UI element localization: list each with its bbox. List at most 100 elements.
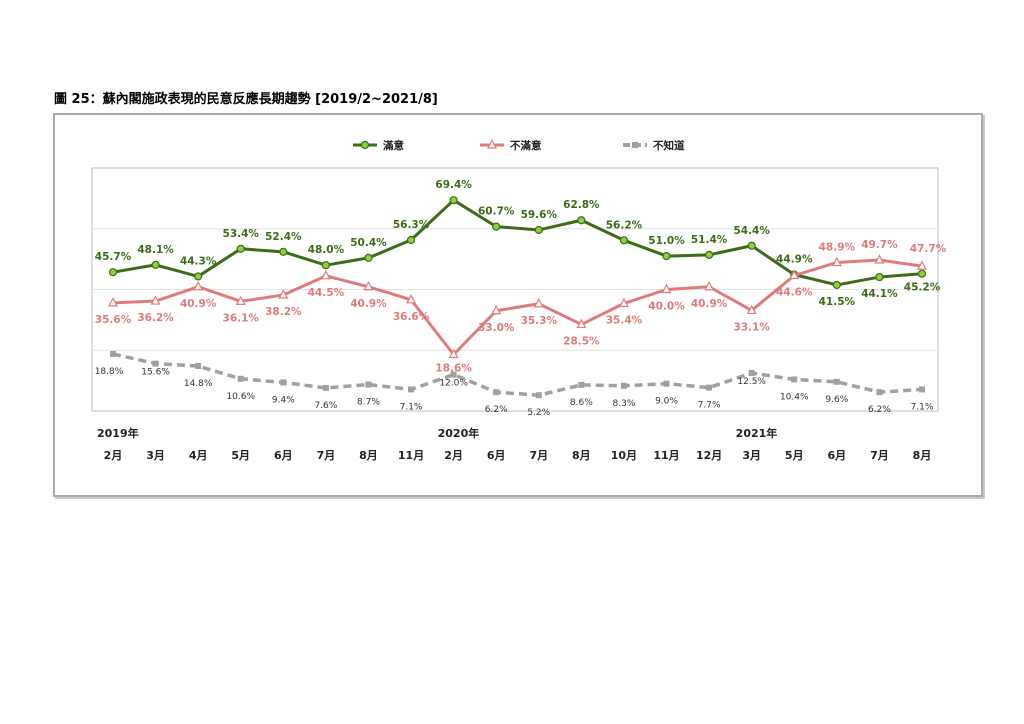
x-tick-label: 7月 [317,449,336,462]
data-label: 40.9% [350,298,387,310]
data-label: 44.5% [308,287,345,299]
data-label: 18.6% [435,363,472,375]
data-label: 40.0% [648,301,685,313]
figure-title: 圖 25：蘇內閣施政表現的民意反應長期趨勢 [2019/2~2021/8] [54,92,438,107]
data-point [789,269,800,280]
series-line-2 [112,352,923,397]
data-point [833,378,840,385]
data-point [364,253,373,263]
data-point [279,247,288,256]
x-tick-label: 3月 [742,449,761,462]
data-point [193,280,204,291]
data-point [748,370,755,377]
data-label: 9.0% [655,397,678,407]
data-point [321,261,330,270]
data-label: 10.4% [780,392,809,402]
data-point [663,380,670,387]
data-point [535,392,542,399]
data-label: 40.9% [691,298,728,310]
data-label: 59.6% [521,209,558,221]
data-label: 6.2% [485,405,508,415]
x-tick-label: 11月 [653,449,679,462]
data-label: 15.6% [141,368,170,378]
data-point [408,386,415,393]
data-label: 69.4% [435,179,472,191]
data-point [363,280,374,291]
data-label: 44.6% [776,287,813,299]
data-point [705,250,714,259]
data-point [448,348,459,359]
data-point [704,280,715,291]
data-label: 9.4% [272,395,295,405]
data-label: 35.6% [95,314,132,326]
x-tick-label: 7月 [870,449,889,462]
data-point [619,236,629,245]
data-point [235,295,246,305]
data-label: 38.2% [265,306,302,318]
data-point [108,297,118,307]
data-label: 10.6% [226,392,255,402]
data-label: 35.3% [521,315,558,327]
data-point [917,269,927,278]
data-point [194,272,203,281]
data-label: 48.0% [308,244,345,256]
data-point [919,386,925,393]
data-label: 18.8% [95,367,124,377]
year-label: 2020年 [438,426,480,440]
line-chart: 滿意 不滿意 不知道 45.7% 48.1% 44.3% 53.4% 52.4% 48.0% 50… [91,139,947,462]
data-point [876,389,883,396]
data-point [747,241,756,250]
data-label: 9.6% [825,395,848,405]
data-point [746,304,757,315]
legend-label: 不知道 [653,139,685,152]
data-point [365,381,372,388]
x-tick-label: 8月 [913,449,932,462]
x-tick-label: 6月 [487,449,506,462]
data-label: 48.9% [819,241,856,253]
data-point [534,225,543,235]
data-point [917,260,927,270]
data-point [150,295,161,305]
data-point [875,272,884,282]
data-label: 7.1% [911,402,934,412]
x-tick-label: 10月 [611,449,637,462]
data-point [152,360,159,367]
series-line-0 [112,198,923,287]
x-tick-label: 8月 [359,449,378,462]
legend-marker [632,142,638,148]
data-point [791,376,798,383]
data-label: 8.3% [613,399,636,409]
data-label: 6.2% [868,405,891,415]
legend-label: 不滿意 [510,139,542,152]
data-label: 35.4% [606,314,643,326]
data-point [578,381,585,388]
data-point [406,294,417,304]
data-label: 7.1% [400,402,423,412]
data-label: 33.0% [478,322,515,334]
data-label: 56.3% [393,219,430,231]
data-point [280,379,287,386]
data-label: 54.4% [733,225,770,237]
data-label: 8.6% [570,398,593,408]
x-tick-label: 5月 [231,449,250,462]
x-tick-label: 2月 [444,449,463,462]
data-point [874,254,885,264]
data-label: 45.2% [904,282,941,294]
data-point [706,384,713,391]
data-label: 53.4% [223,228,260,240]
x-tick-label: 5月 [785,449,804,462]
data-label: 51.4% [691,234,728,246]
data-point [237,375,244,382]
data-point [576,318,587,329]
data-point [110,350,116,357]
year-label: 2021年 [736,426,778,440]
data-label: 51.0% [648,235,685,247]
data-label: 5.2% [527,408,550,418]
data-label: 14.8% [184,379,213,389]
data-point [618,297,629,308]
data-point [406,235,416,245]
data-label: 47.7% [910,243,947,255]
x-tick-label: 2月 [104,449,123,462]
data-point [577,216,586,225]
data-point [533,298,544,308]
